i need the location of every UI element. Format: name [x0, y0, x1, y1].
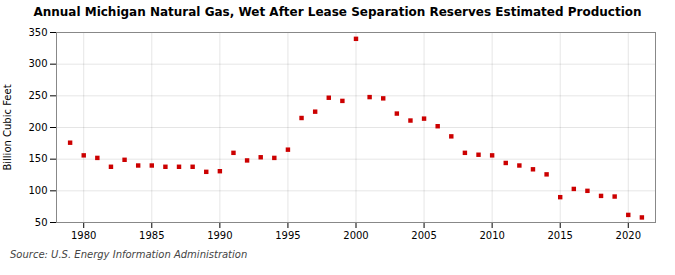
svg-text:2015: 2015 — [547, 230, 572, 241]
svg-text:50: 50 — [35, 217, 48, 228]
svg-text:1995: 1995 — [275, 230, 300, 241]
svg-text:350: 350 — [28, 27, 47, 38]
svg-text:200: 200 — [28, 122, 47, 133]
html-text:Annual Michigan Natural Gas, W: Annual Michigan Natural Gas, Wet After L… — [33, 5, 642, 19]
svg-text:150: 150 — [28, 153, 47, 164]
svg-text:2010: 2010 — [479, 230, 504, 241]
svg-text:1985: 1985 — [139, 230, 164, 241]
svg-text:1990: 1990 — [207, 230, 232, 241]
svg-text:2020: 2020 — [616, 230, 641, 241]
svg-text:100: 100 — [28, 185, 47, 196]
svg-text:Billion Cubic Feet: Billion Cubic Feet — [2, 84, 13, 170]
html-text:Source: U.S. Energy Informatio: Source: U.S. Energy Information Administ… — [10, 249, 248, 260]
svg-text:300: 300 — [28, 58, 47, 69]
svg-text:2005: 2005 — [411, 230, 436, 241]
svg-text:250: 250 — [28, 90, 47, 101]
svg-text:2000: 2000 — [343, 230, 368, 241]
svg-text:1980: 1980 — [71, 230, 96, 241]
